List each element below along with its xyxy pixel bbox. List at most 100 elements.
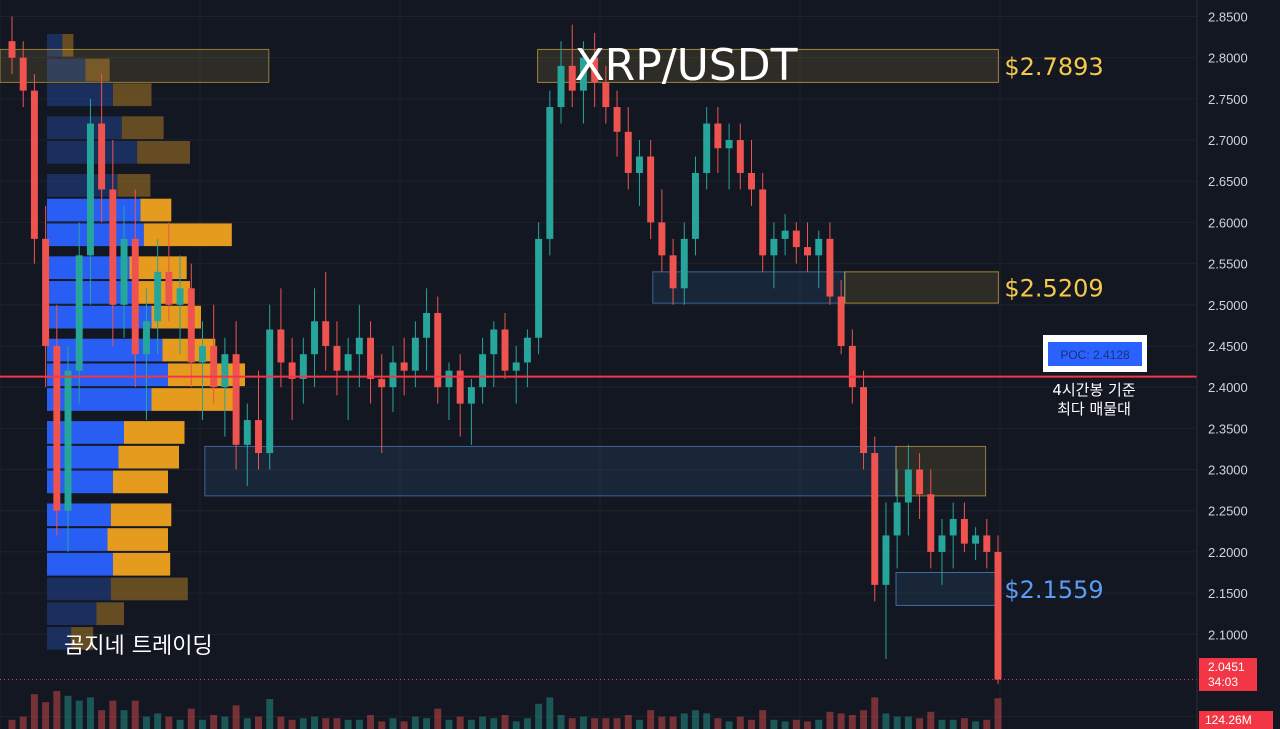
candle-body <box>378 378 386 388</box>
volume-bar <box>983 719 991 729</box>
volume-bar <box>815 719 823 729</box>
current-price-tag: 2.0451 34:03 <box>1199 658 1257 691</box>
volume-bar <box>423 718 431 729</box>
candle-body <box>411 337 419 371</box>
candle-body <box>983 535 991 552</box>
candle-body <box>42 238 50 346</box>
candle-body <box>792 230 800 248</box>
candle-body <box>187 288 195 363</box>
candle-body <box>826 238 834 297</box>
candle-body <box>501 329 509 371</box>
candle-body <box>8 41 16 58</box>
volume-bar <box>759 710 767 729</box>
volume-bar <box>882 713 890 729</box>
profile-sell-bar <box>137 141 190 164</box>
candle-body <box>221 354 229 388</box>
poc-callout: POC: 2.4128 4시간봉 기준 최다 매물대 <box>1043 335 1147 418</box>
volume-badge <box>1199 711 1273 729</box>
profile-buy-bar <box>47 116 122 140</box>
level-price-label: $2.1559 <box>1004 576 1103 604</box>
candle-body <box>871 453 879 585</box>
volume-bar <box>535 703 543 729</box>
candle-body <box>154 271 162 322</box>
y-tick-label: 2.2000 <box>1208 545 1248 560</box>
candle-body <box>120 238 128 305</box>
candle-body <box>815 238 823 256</box>
volume-bar <box>53 691 61 729</box>
candle-body <box>703 123 711 173</box>
volume-bar <box>30 694 38 729</box>
candle-body <box>423 313 431 338</box>
volume-bar <box>904 716 912 729</box>
level-price-label: $2.7893 <box>1004 53 1103 81</box>
profile-buy-bar <box>47 223 144 247</box>
candle-body <box>142 321 150 355</box>
candle-body <box>882 535 890 585</box>
profile-buy-bar <box>47 58 86 82</box>
volume-bar <box>299 718 307 729</box>
profile-sell-bar <box>124 421 185 444</box>
level-zone <box>895 571 999 606</box>
level-labels: $2.7893 $2.5209 $2.1559 <box>1004 53 1103 604</box>
volume-bar <box>445 719 453 729</box>
y-tick-label: 2.5000 <box>1208 298 1248 313</box>
volume-bar <box>400 721 408 729</box>
volume-bar <box>187 708 195 729</box>
candle-body <box>109 189 117 305</box>
y-tick-label: 2.8500 <box>1208 9 1248 24</box>
volume-bar <box>635 719 643 729</box>
candle-body <box>938 535 946 552</box>
volume-bar <box>333 718 341 729</box>
candle-body <box>98 123 106 190</box>
candle-body <box>904 469 912 503</box>
volume-bar <box>568 718 576 729</box>
candle-body <box>860 387 868 454</box>
candle-body <box>759 189 767 256</box>
candle-body <box>602 82 610 108</box>
candle-body <box>75 255 83 371</box>
volume-bar <box>243 718 251 729</box>
profile-sell-bar <box>140 198 172 222</box>
profile-sell-bar <box>113 552 171 576</box>
candlesticks <box>8 16 1002 684</box>
y-tick-label: 2.4500 <box>1208 339 1248 354</box>
candle-body <box>311 321 318 355</box>
volume-bar <box>736 716 744 729</box>
candle-body <box>288 362 296 379</box>
candle-body <box>669 255 677 289</box>
candle-body <box>434 313 442 388</box>
profile-buy-bar <box>47 33 63 57</box>
price-zone <box>0 48 270 83</box>
candle-body <box>692 172 699 239</box>
candle-body <box>658 222 666 256</box>
y-tick-label: 2.3000 <box>1208 463 1248 478</box>
volume-bar <box>938 719 946 729</box>
volume-bar <box>994 698 1002 729</box>
candle-body <box>714 123 722 149</box>
volume-bar <box>748 719 755 729</box>
volume-bar <box>669 716 677 729</box>
y-axis: 2.8500 2.8000 2.7500 2.7000 2.6500 2.6000 2.55… <box>1196 0 1248 729</box>
candle-body <box>456 370 464 404</box>
volume-bar <box>120 710 128 729</box>
volume-bar <box>703 713 711 729</box>
volume-bar <box>64 695 72 729</box>
watermark-text: 곰지네 트레이딩 <box>64 634 213 659</box>
volume-bar <box>456 716 464 729</box>
profile-buy-bar <box>47 173 118 197</box>
y-tick-label: 2.7500 <box>1208 92 1248 107</box>
y-tick-label: 2.7000 <box>1208 133 1248 148</box>
y-tick-label: 2.6000 <box>1208 215 1248 230</box>
volume-bar <box>277 716 285 729</box>
volume-bar <box>770 719 778 729</box>
candle-body <box>960 518 968 544</box>
volume-bar <box>893 716 901 729</box>
volume-bar <box>255 716 262 729</box>
volume-bar <box>501 715 509 729</box>
candle-body <box>647 156 655 223</box>
candle-body <box>467 387 475 404</box>
volume-bar <box>826 711 834 729</box>
volume-bars <box>8 691 1002 729</box>
volume-bar <box>98 710 106 729</box>
